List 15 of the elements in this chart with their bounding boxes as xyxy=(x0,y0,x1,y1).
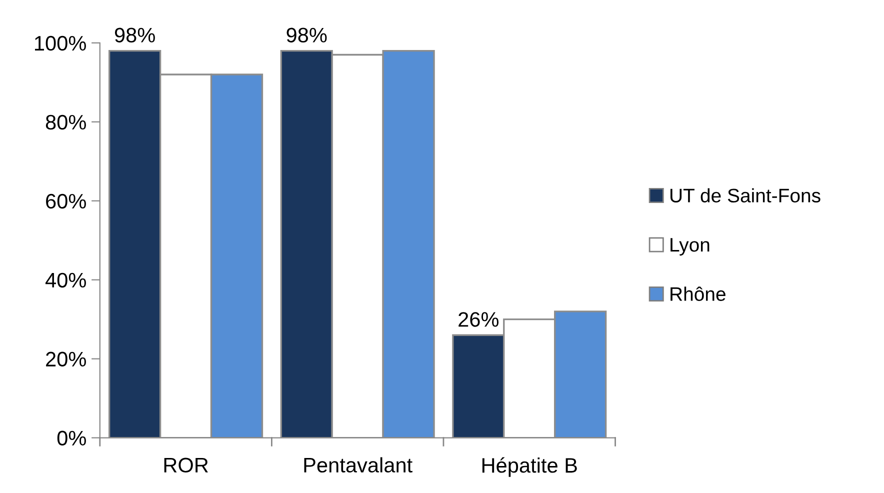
data-label: 98% xyxy=(114,28,155,43)
y-tick-label: 40% xyxy=(45,272,86,288)
x-tick-label: ROR xyxy=(164,458,208,473)
legend-label: Rhône xyxy=(670,286,726,301)
y-tick-label: 60% xyxy=(46,194,86,209)
y-tick-label: 100% xyxy=(35,36,86,51)
data-label: 98% xyxy=(286,28,327,43)
legend-label: Lyon xyxy=(670,238,710,256)
y-tick-label: 0% xyxy=(57,430,86,446)
y-tick-label: 20% xyxy=(46,352,86,367)
legend-label: UT de Saint-Fons xyxy=(670,188,820,202)
y-tick-label: 80% xyxy=(46,114,86,130)
data-label: 26% xyxy=(458,312,499,327)
x-tick-label: Hépatite B xyxy=(482,457,577,477)
x-tick-label: Pentavalant xyxy=(304,457,412,473)
